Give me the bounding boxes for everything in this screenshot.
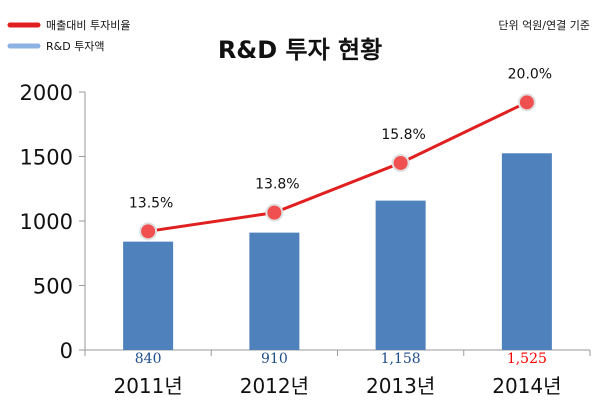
- bar: [501, 153, 552, 350]
- x-tick-label: 2011년: [113, 374, 182, 398]
- ratio-value-label: 13.8%: [255, 177, 299, 193]
- legend: 매출대비 투자비율 R&D 투자액: [7, 19, 130, 53]
- unit-note: 단위 억원/연결 기준: [498, 19, 590, 32]
- chart-title: R&D 투자 현황: [218, 36, 382, 64]
- bar-value-labels: 840 910 1,158 1,525: [135, 351, 547, 367]
- ratio-value-labels: 13.5% 13.8% 15.8% 20.0%: [129, 66, 552, 211]
- bar: [249, 232, 300, 350]
- ratio-point: [139, 222, 158, 241]
- ratio-line: [147, 100, 528, 233]
- ratio-point: [265, 203, 284, 222]
- x-axis-ticks: 2011년 2012년 2013년 2014년: [84, 350, 591, 398]
- x-tick-label: 2012년: [240, 374, 309, 398]
- legend-label-investment: R&D 투자액: [46, 40, 105, 53]
- bar-series: [123, 153, 552, 350]
- ratio-line-series: [139, 93, 536, 241]
- y-tick-label: 2000: [20, 81, 73, 105]
- bar: [123, 241, 174, 350]
- x-tick-label: 2013년: [366, 374, 435, 398]
- bar: [375, 200, 426, 350]
- x-tick-label: 2014년: [492, 374, 561, 398]
- y-tick-label: 1000: [20, 210, 73, 234]
- bar-value-label: 1,525: [507, 351, 547, 367]
- ratio-point: [517, 93, 536, 112]
- y-tick-label: 0: [60, 339, 73, 363]
- ratio-value-label: 20.0%: [508, 66, 552, 82]
- y-axis-ticks: 0 500 1000 1500 2000: [20, 81, 85, 363]
- bar-value-label: 1,158: [381, 351, 421, 367]
- ratio-value-label: 15.8%: [381, 127, 425, 143]
- ratio-value-label: 13.5%: [129, 195, 173, 211]
- ratio-point: [391, 153, 410, 172]
- legend-label-ratio: 매출대비 투자비율: [46, 19, 130, 32]
- bar-value-label: 840: [135, 351, 162, 367]
- y-tick-label: 1500: [20, 146, 73, 170]
- y-tick-label: 500: [33, 275, 73, 299]
- bar-value-label: 910: [261, 351, 288, 367]
